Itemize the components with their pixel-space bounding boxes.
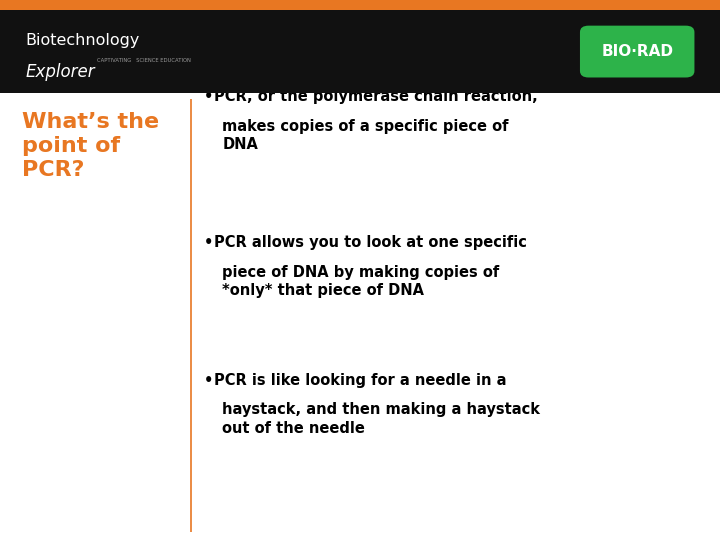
- Text: piece of DNA by making copies of
*only* that piece of DNA: piece of DNA by making copies of *only* …: [222, 265, 500, 298]
- Text: PCR allows you to look at one specific: PCR allows you to look at one specific: [214, 235, 527, 250]
- Bar: [0, 93, 720, 540]
- Text: PCR is like looking for a needle in a: PCR is like looking for a needle in a: [214, 373, 506, 388]
- Text: •: •: [204, 373, 213, 388]
- Text: •: •: [204, 89, 213, 104]
- Text: PCR, or the polymerase chain reaction,: PCR, or the polymerase chain reaction,: [214, 89, 538, 104]
- Text: CAPTIVATING   SCIENCE EDUCATION: CAPTIVATING SCIENCE EDUCATION: [97, 58, 191, 63]
- Text: haystack, and then making a haystack
out of the needle: haystack, and then making a haystack out…: [222, 402, 541, 436]
- Text: BIO·RAD: BIO·RAD: [601, 44, 673, 59]
- FancyBboxPatch shape: [580, 26, 695, 78]
- Text: What’s the
point of
PCR?: What’s the point of PCR?: [22, 112, 158, 180]
- Bar: [0, 10, 720, 93]
- Text: Explorer: Explorer: [25, 63, 95, 82]
- Text: makes copies of a specific piece of
DNA: makes copies of a specific piece of DNA: [222, 119, 509, 152]
- Bar: [0, 0, 720, 10]
- Text: •: •: [204, 235, 213, 250]
- Text: Biotechnology: Biotechnology: [25, 33, 140, 48]
